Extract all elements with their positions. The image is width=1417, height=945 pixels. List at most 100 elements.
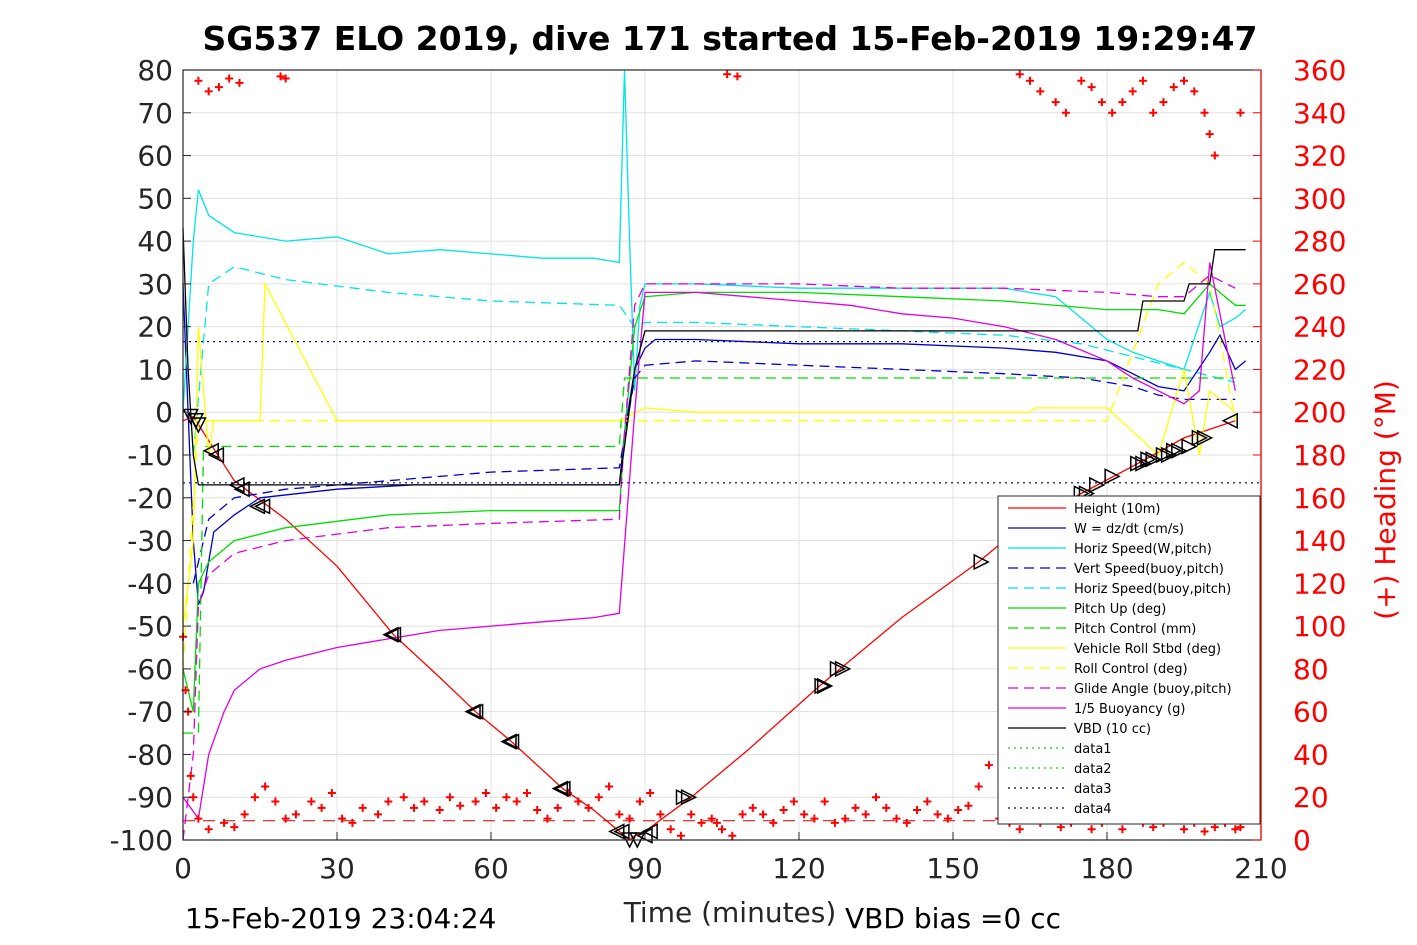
heading-point: [1210, 823, 1219, 832]
direction-marker: [816, 677, 834, 695]
heading-point: [615, 810, 624, 819]
heading-point: [666, 825, 675, 834]
y-tick-label: -90: [127, 781, 173, 814]
legend: Height (10m) W = dz/dt (cm/s) Horiz Speed(…: [997, 495, 1261, 825]
x-tick-label: 90: [627, 852, 663, 885]
direction-marker: [382, 626, 399, 643]
y2-tick-label: 300: [1293, 182, 1346, 215]
heading-point: [1190, 87, 1199, 96]
heading-point: [913, 806, 922, 815]
heading-point: [1056, 823, 1065, 832]
legend-entry-13: data2: [1074, 762, 1112, 777]
direction-marker: [207, 446, 225, 464]
heading-point: [676, 831, 685, 840]
y-tick-label: 30: [137, 268, 173, 301]
direction-marker: [1221, 412, 1238, 429]
heading-point: [1015, 825, 1024, 834]
heading-point: [317, 803, 326, 812]
y2-tick-label: 20: [1293, 781, 1329, 814]
y2-tick-label: 140: [1293, 525, 1346, 558]
heading-point: [235, 78, 244, 87]
heading-point: [584, 803, 593, 812]
y-tick-label: 40: [137, 225, 173, 258]
heading-point: [1231, 825, 1240, 834]
series-line-3: [192, 360, 1236, 584]
heading-point: [435, 806, 444, 815]
heading-point: [635, 797, 644, 806]
legend-entry-11: VBD (10 cc): [1074, 722, 1151, 737]
y2-tick-label: 0: [1293, 824, 1311, 857]
heading-point: [1200, 108, 1209, 117]
direction-marker: [1155, 446, 1173, 464]
y2-tick-label: 340: [1293, 97, 1346, 130]
heading-point: [748, 803, 757, 812]
x-tick-label: 150: [926, 852, 979, 885]
y-tick-label: -70: [127, 696, 173, 729]
y-tick-label: 70: [137, 97, 173, 130]
heading-point: [327, 788, 336, 797]
heading-point: [220, 818, 229, 827]
heading-point: [1200, 827, 1209, 836]
heading-point: [492, 803, 501, 812]
y-tick-label: 10: [137, 353, 173, 386]
heading-point: [1077, 76, 1086, 85]
direction-marker: [464, 703, 481, 720]
legend-entry-6: Pitch Control (mm): [1074, 622, 1196, 637]
heading-point: [384, 797, 393, 806]
heading-point: [281, 814, 290, 823]
heading-point: [348, 818, 357, 827]
direction-marker: [1181, 438, 1198, 455]
series-line-10: [182, 262, 1236, 821]
y2-tick-label: 180: [1293, 439, 1346, 472]
y-tick-label: -10: [127, 439, 173, 472]
heading-point: [225, 74, 234, 83]
footer-vbd-bias: VBD bias =0 cc: [845, 902, 1061, 935]
heading-point: [276, 72, 285, 81]
direction-marker: [1160, 446, 1178, 464]
heading-point: [512, 797, 521, 806]
heading-point: [984, 761, 993, 770]
direction-marker: [814, 677, 831, 695]
heading-point: [420, 797, 429, 806]
heading-point: [1061, 108, 1070, 117]
heading-point: [194, 814, 203, 823]
y-tick-label: -80: [127, 738, 173, 771]
x-tick-label: 120: [772, 852, 825, 885]
y-tick-label: -50: [127, 610, 173, 643]
heading-point: [707, 814, 716, 823]
direction-marker: [554, 780, 571, 797]
heading-point: [574, 797, 583, 806]
heading-point: [471, 797, 480, 806]
heading-point: [810, 814, 819, 823]
heading-point: [1026, 76, 1034, 85]
heading-point: [1097, 98, 1106, 107]
heading-point: [723, 70, 732, 79]
legend-entry-14: data3: [1074, 782, 1112, 797]
heading-point: [456, 801, 465, 810]
direction-marker: [613, 823, 630, 840]
heading-point: [307, 797, 316, 806]
heading-point: [338, 814, 347, 823]
heading-point: [410, 803, 418, 812]
heading-point: [718, 825, 726, 834]
series-line-9: [182, 274, 1236, 841]
legend-entry-2: Horiz Speed(W,pitch): [1074, 542, 1212, 557]
x-axis-label: Time (minutes): [623, 896, 837, 929]
direction-marker: [248, 498, 266, 515]
legend-entry-9: Glide Angle (buoy,pitch): [1074, 682, 1232, 697]
heading-point: [841, 814, 850, 823]
x-tick-label: 30: [319, 852, 355, 885]
heading-point: [1118, 825, 1127, 834]
heading-point: [820, 797, 829, 806]
direction-marker: [1130, 455, 1147, 472]
heading-point: [553, 803, 562, 812]
heading-point: [800, 810, 809, 819]
direction-marker: [466, 703, 484, 720]
direction-marker: [641, 823, 658, 840]
direction-marker: [1171, 442, 1188, 459]
heading-point: [533, 806, 542, 815]
direction-marker: [551, 780, 569, 797]
heading-point: [1236, 108, 1245, 117]
heading-point: [240, 810, 249, 819]
heading-point: [204, 825, 213, 834]
